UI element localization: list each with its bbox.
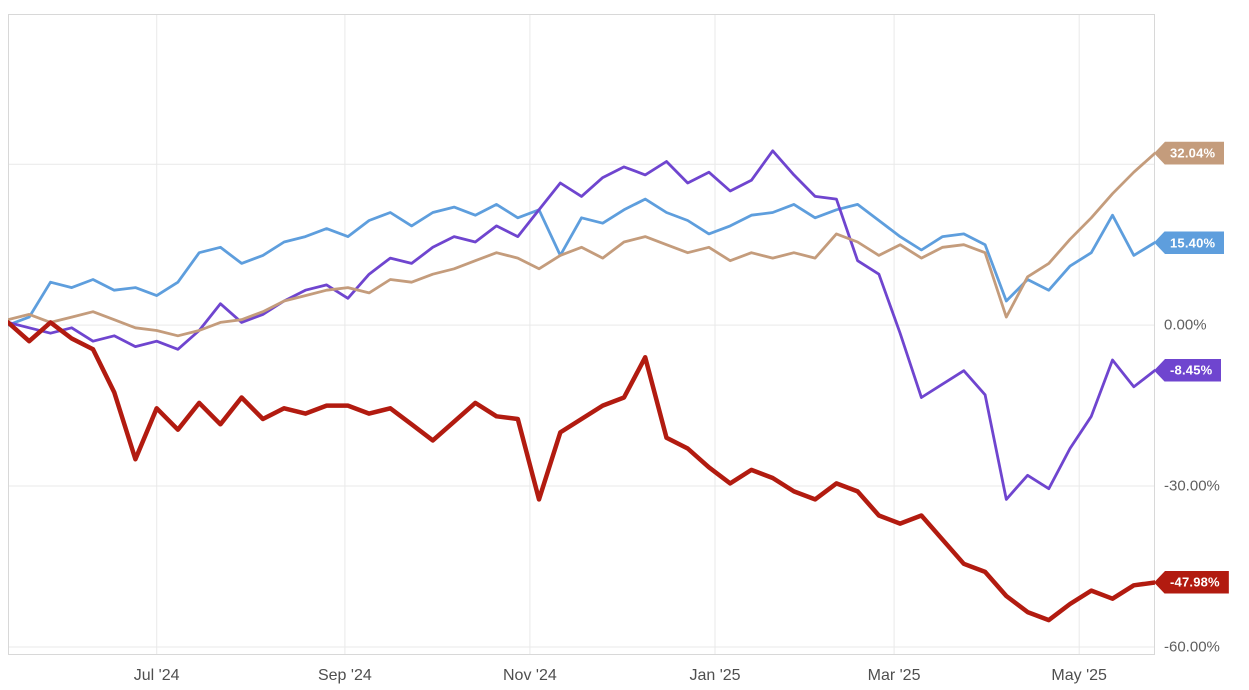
series-line-red	[8, 320, 1155, 623]
end-badge-red: -47.98%	[1154, 570, 1229, 594]
x-axis-label: Jan '25	[689, 667, 741, 684]
y-axis-label: 0.00%	[1164, 316, 1207, 334]
plot-border	[8, 14, 1155, 655]
plot-area	[8, 14, 1155, 655]
end-badge-tan: 32.04%	[1154, 141, 1225, 165]
x-axis-label: Mar '25	[867, 667, 921, 684]
x-axis-label: Nov '24	[503, 667, 557, 684]
y-axis-label: -30.00%	[1164, 477, 1220, 495]
x-axis-label: May '25	[1051, 667, 1107, 684]
x-axis-label: Jul '24	[133, 667, 180, 684]
series-line-tan	[8, 151, 1155, 338]
y-axis-label: -60.00%	[1164, 638, 1220, 656]
end-badge-purple: -8.45%	[1154, 358, 1222, 382]
x-axis-label: Sep '24	[317, 667, 372, 684]
end-badge-blue: 15.40%	[1154, 231, 1225, 254]
series-line-blue	[8, 197, 1155, 327]
